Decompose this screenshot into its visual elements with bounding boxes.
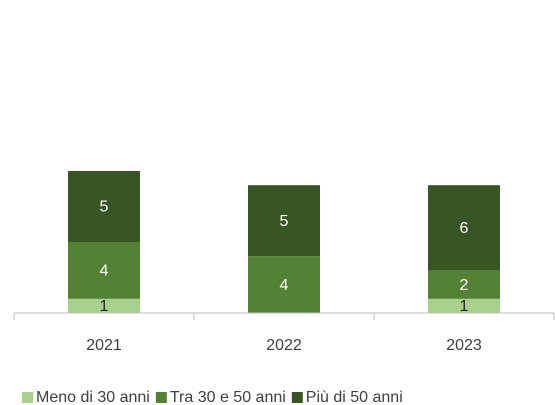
x-tick-label: 2021	[86, 337, 122, 354]
legend-swatch	[291, 392, 303, 403]
data-label: 5	[280, 213, 289, 230]
legend-swatch	[155, 392, 167, 403]
legend-label: Più di 50 anni	[306, 389, 403, 405]
bar-segment	[428, 298, 500, 313]
legend-label: Tra 30 e 50 anni	[170, 389, 286, 405]
bar-segment	[68, 242, 140, 299]
data-label: 1	[460, 298, 469, 315]
data-label: 2	[460, 277, 469, 294]
bar-segment	[68, 171, 140, 242]
data-label: 4	[280, 277, 289, 294]
bar-segment	[248, 256, 320, 313]
bar-segment	[428, 185, 500, 271]
data-label: 6	[460, 220, 469, 237]
data-label: 1	[100, 298, 109, 315]
legend-label: Meno di 30 anni	[36, 389, 150, 405]
data-label: 5	[100, 199, 109, 216]
x-tick-label: 2023	[446, 337, 482, 354]
data-label: 4	[100, 263, 109, 280]
bar-segment	[68, 298, 140, 313]
bar-segment	[428, 270, 500, 299]
x-tick-label: 2022	[266, 337, 302, 354]
bar-segment	[248, 185, 320, 257]
legend-swatch	[22, 392, 33, 403]
